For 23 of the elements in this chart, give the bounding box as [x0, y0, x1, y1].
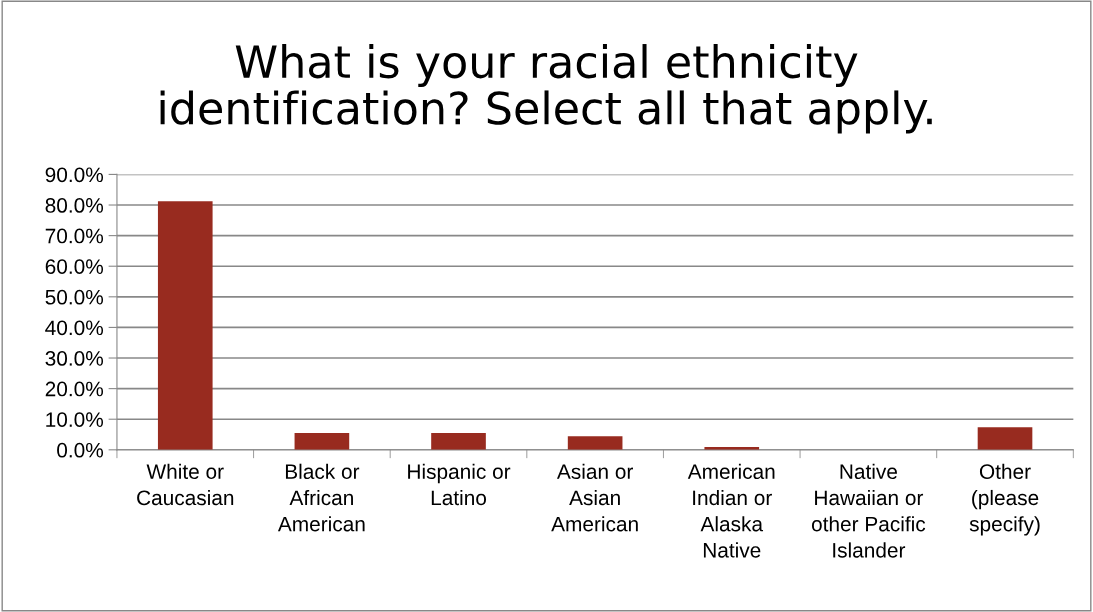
x-tick-label: White or Caucasian — [137, 463, 234, 506]
y-tick-label: 20.0% — [45, 381, 104, 397]
y-tick-label: 40.0% — [45, 320, 104, 336]
x-tick-label: Hispanic or Latino — [408, 463, 511, 506]
x-tick-label: Other (please specify) — [969, 463, 1040, 536]
x-tick-label: Asian or Asian American — [551, 463, 638, 532]
bar — [977, 427, 1033, 450]
x-tick-label: American Indian or Alaska Native — [687, 463, 775, 558]
y-tick-label: 90.0% — [45, 167, 104, 183]
y-tick-label: 50.0% — [45, 289, 104, 305]
x-tick-label: Black or African American — [277, 463, 365, 532]
bar — [157, 201, 213, 450]
y-tick-label: 30.0% — [45, 351, 104, 366]
chart-title: What is your racial ethnicity identification? Select all that apply. — [160, 44, 932, 134]
bar — [294, 432, 350, 450]
bar — [567, 436, 623, 450]
y-tick-label: 70.0% — [45, 228, 104, 244]
x-tick-label: Native Hawaiian or other Pacific Islander — [811, 463, 926, 558]
y-tick-label: 10.0% — [46, 412, 104, 427]
y-tick-label: 60.0% — [45, 259, 104, 274]
bar — [431, 432, 486, 450]
y-tick-label: 0.0% — [57, 442, 104, 458]
y-tick-label: 80.0% — [45, 198, 104, 213]
